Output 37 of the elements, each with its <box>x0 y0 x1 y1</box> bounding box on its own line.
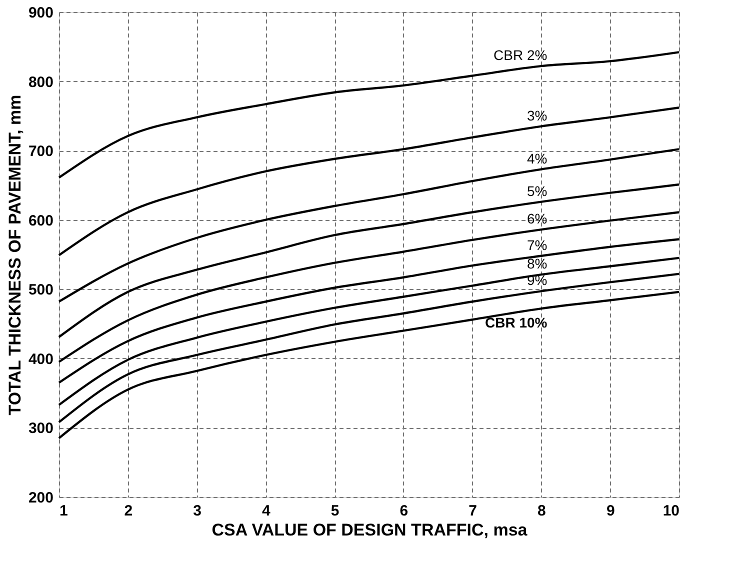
x-axis-title: CSA VALUE OF DESIGN TRAFFIC, msa <box>212 520 528 540</box>
series-label: CBR 10% <box>484 314 548 331</box>
line-series <box>58 148 680 303</box>
series-label: 6% <box>526 210 548 227</box>
x-tick-label: 4 <box>262 502 271 520</box>
line-series <box>58 238 680 384</box>
y-tick-label: 800 <box>28 74 54 91</box>
y-axis-title: TOTAL THICKNESS OF PAVEMENT, mm <box>5 94 24 416</box>
line-series <box>58 106 680 256</box>
x-tick-label: 1 <box>60 502 68 520</box>
line-series <box>58 211 680 363</box>
line-series <box>58 51 680 179</box>
series-label: 8% <box>526 256 548 272</box>
x-tick-label: 9 <box>606 502 615 520</box>
series-label: 3% <box>526 107 548 124</box>
series-label: CBR 2% <box>494 47 548 64</box>
line-series <box>58 290 680 440</box>
x-tick-label: 2 <box>124 502 133 520</box>
line-series <box>58 256 680 406</box>
series-label: 4% <box>526 150 548 166</box>
x-tick-label: 7 <box>468 502 478 520</box>
y-tick-label: 400 <box>28 350 54 368</box>
line-series <box>58 272 680 424</box>
series-label: 5% <box>526 182 548 199</box>
x-tick-label: 5 <box>330 502 340 520</box>
y-tick-label: 200 <box>28 490 54 506</box>
x-tick-label: 10 <box>662 502 680 520</box>
x-tick-label: 6 <box>400 502 408 520</box>
y-tick-label: 600 <box>28 212 54 230</box>
x-tick-label: 8 <box>538 502 546 520</box>
series-label: 7% <box>526 236 548 253</box>
x-tick-label: 3 <box>193 502 202 520</box>
y-tick-label: 700 <box>28 143 54 160</box>
y-tick-label: 500 <box>28 282 54 299</box>
line-series <box>58 183 680 338</box>
y-tick-label: 900 <box>28 4 54 22</box>
y-tick-label: 300 <box>28 420 54 438</box>
